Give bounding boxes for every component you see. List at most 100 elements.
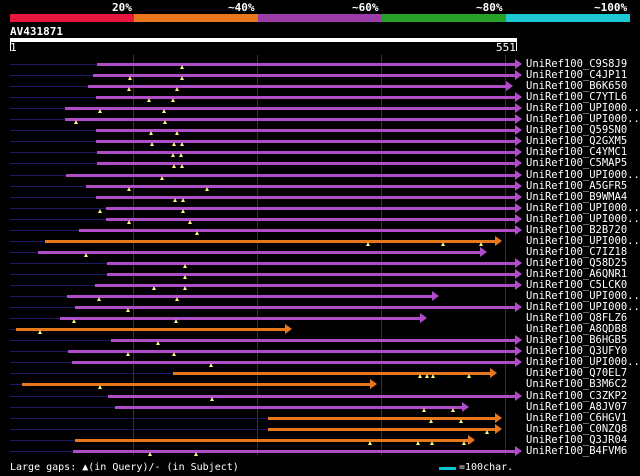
hit-name[interactable]: UniRef100_B6HGB5	[526, 334, 628, 347]
alignment-bar[interactable]	[88, 85, 506, 89]
alignment-bar[interactable]	[86, 184, 515, 188]
hit-name[interactable]: UniRef100_B3M6C2	[526, 378, 628, 391]
alignment-bar[interactable]	[106, 217, 515, 221]
alignment-bar[interactable]	[115, 405, 462, 409]
hit-row[interactable]: UniRef100_UPI000...	[0, 356, 640, 368]
hit-name[interactable]: UniRef100_UPI000...	[526, 301, 640, 314]
hit-name[interactable]: UniRef100_B6K650	[526, 80, 628, 93]
alignment-bar[interactable]	[97, 162, 515, 166]
alignment-bar[interactable]	[106, 206, 515, 210]
hit-name[interactable]: UniRef100_C9S8J9	[526, 58, 628, 70]
hit-row[interactable]: UniRef100_C0NZQ8	[0, 422, 640, 435]
alignment-bar[interactable]	[111, 339, 515, 343]
hit-row[interactable]: UniRef100_UPI000...	[0, 290, 640, 303]
hit-row[interactable]: UniRef100_B9WMA4	[0, 190, 640, 203]
hit-name[interactable]: UniRef100_A8JV07	[526, 400, 628, 413]
hit-name[interactable]: UniRef100_C5LCK0	[526, 279, 628, 291]
hit-name[interactable]: UniRef100_C4YMC1	[526, 146, 628, 159]
hit-name[interactable]: UniRef100_B4FVM6	[526, 444, 628, 457]
hit-row[interactable]: UniRef100_Q58D25	[0, 256, 640, 269]
alignment-bar[interactable]	[107, 272, 515, 276]
alignment-bar[interactable]	[107, 261, 515, 265]
hit-row[interactable]: UniRef100_C5MAP5	[0, 157, 640, 170]
hit-row[interactable]: UniRef100_UPI000...	[0, 102, 640, 115]
hit-row[interactable]: UniRef100_Q2GXM5	[0, 135, 640, 148]
alignment-bar[interactable]	[95, 284, 515, 287]
alignment-bar[interactable]	[173, 372, 490, 376]
alignment-bar[interactable]	[65, 118, 515, 122]
hit-row[interactable]: UniRef100_Q59SN0	[0, 124, 640, 137]
hit-name[interactable]: UniRef100_C7IZ18	[526, 245, 628, 258]
hit-row[interactable]: UniRef100_UPI000...	[0, 212, 640, 225]
hit-name[interactable]: UniRef100_Q2GXM5	[526, 135, 628, 148]
hit-row[interactable]: UniRef100_Q3JR04	[0, 433, 640, 446]
alignment-bar[interactable]	[68, 350, 515, 354]
hit-row[interactable]: UniRef100_UPI000...	[0, 235, 640, 247]
alignment-bar[interactable]	[72, 361, 515, 365]
hit-name[interactable]: UniRef100_Q3JR04	[526, 433, 628, 446]
alignment-bar[interactable]	[38, 250, 480, 254]
alignment-bar[interactable]	[67, 295, 432, 299]
hit-name[interactable]: UniRef100_Q70EL7	[526, 367, 628, 380]
hit-row[interactable]: UniRef100_C4JP11	[0, 69, 640, 82]
alignment-bar[interactable]	[65, 107, 515, 111]
hit-row[interactable]: UniRef100_B3M6C2	[0, 378, 640, 391]
hit-row[interactable]: UniRef100_B6HGB5	[0, 334, 640, 347]
alignment-bar[interactable]	[97, 63, 515, 66]
hit-row[interactable]: UniRef100_B2B720	[0, 223, 640, 236]
hit-name[interactable]: UniRef100_B2B720	[526, 223, 628, 236]
hit-name[interactable]: UniRef100_A8QDB8	[526, 323, 628, 336]
alignment-bar[interactable]	[73, 449, 515, 453]
hit-row[interactable]: UniRef100_UPI000...	[0, 113, 640, 126]
hit-row[interactable]: UniRef100_A6QNR1	[0, 267, 640, 280]
hit-row[interactable]: UniRef100_Q8FLZ6	[0, 312, 640, 324]
hit-row[interactable]: UniRef100_C4YMC1	[0, 146, 640, 159]
hit-name[interactable]: UniRef100_UPI000...	[526, 201, 640, 214]
alignment-bar[interactable]	[97, 151, 515, 155]
hit-row[interactable]: UniRef100_Q70EL7	[0, 367, 640, 380]
hit-row[interactable]: UniRef100_B6K650	[0, 80, 640, 93]
alignment-bar[interactable]	[96, 129, 515, 133]
hit-row[interactable]: UniRef100_C7YTL6	[0, 91, 640, 104]
hit-name[interactable]: UniRef100_Q58D25	[526, 256, 628, 269]
hit-name[interactable]: UniRef100_UPI000...	[526, 113, 640, 126]
alignment-bar[interactable]	[16, 328, 285, 332]
hit-row[interactable]: UniRef100_C6HGV1	[0, 412, 640, 424]
hit-name[interactable]: UniRef100_Q59SN0	[526, 124, 628, 137]
hit-row[interactable]: UniRef100_C5LCK0	[0, 279, 640, 291]
hit-name[interactable]: UniRef100_C5MAP5	[526, 157, 628, 170]
alignment-bar[interactable]	[268, 416, 495, 420]
alignment-bar[interactable]	[96, 195, 515, 199]
hit-name[interactable]: UniRef100_A5GFR5	[526, 179, 628, 192]
hit-row[interactable]: UniRef100_UPI000...	[0, 168, 640, 181]
alignment-bar[interactable]	[96, 140, 515, 144]
alignment-bar[interactable]	[22, 383, 370, 387]
hit-name[interactable]: UniRef100_UPI000...	[526, 102, 640, 115]
alignment-bar[interactable]	[75, 438, 468, 442]
hit-name[interactable]: UniRef100_UPI000...	[526, 290, 640, 303]
hit-name[interactable]: UniRef100_UPI000...	[526, 168, 640, 181]
alignment-bar[interactable]	[66, 173, 515, 177]
hit-row[interactable]: UniRef100_C9S8J9	[0, 58, 640, 70]
hit-name[interactable]: UniRef100_C0NZQ8	[526, 422, 628, 435]
alignment-bar[interactable]	[79, 228, 515, 232]
hit-name[interactable]: UniRef100_Q3UFY0	[526, 345, 628, 358]
alignment-bar[interactable]	[93, 74, 515, 78]
hit-row[interactable]: UniRef100_B4FVM6	[0, 444, 640, 457]
hit-name[interactable]: UniRef100_C3ZKP2	[526, 389, 628, 402]
alignment-bar[interactable]	[108, 394, 515, 398]
hit-name[interactable]: UniRef100_B9WMA4	[526, 190, 628, 203]
hit-row[interactable]: UniRef100_UPI000...	[0, 201, 640, 214]
hit-row[interactable]: UniRef100_A8JV07	[0, 400, 640, 413]
alignment-bar[interactable]	[45, 239, 495, 243]
hit-row[interactable]: UniRef100_A8QDB8	[0, 323, 640, 336]
hit-name[interactable]: UniRef100_A6QNR1	[526, 267, 628, 280]
hit-name[interactable]: UniRef100_C4JP11	[526, 69, 628, 82]
hit-name[interactable]: UniRef100_C7YTL6	[526, 91, 628, 104]
hit-row[interactable]: UniRef100_C3ZKP2	[0, 389, 640, 402]
hit-name[interactable]: UniRef100_UPI000...	[526, 212, 640, 225]
alignment-bar[interactable]	[268, 427, 495, 431]
hit-row[interactable]: UniRef100_UPI000...	[0, 301, 640, 314]
alignment-bar[interactable]	[96, 96, 515, 100]
hit-row[interactable]: UniRef100_C7IZ18	[0, 245, 640, 258]
